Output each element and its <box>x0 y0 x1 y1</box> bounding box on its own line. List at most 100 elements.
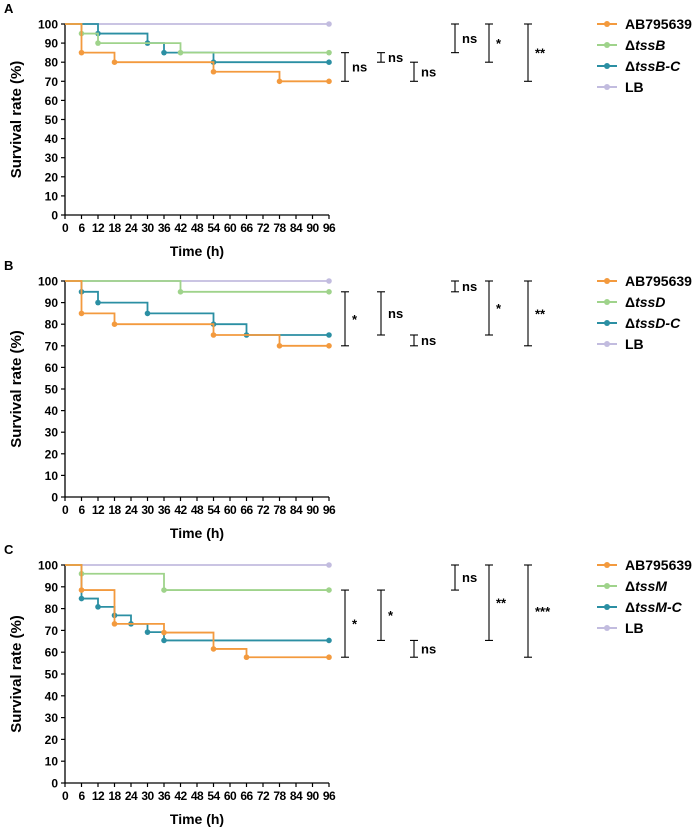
significance-label: * <box>388 608 394 623</box>
x-tick-label: 36 <box>158 789 171 803</box>
series-marker <box>78 49 85 56</box>
x-tick-label: 90 <box>306 503 319 517</box>
significance-bracket: * <box>485 280 502 336</box>
legend-prefix: Δ <box>625 578 635 594</box>
legend-label: ΔtssB <box>625 37 665 53</box>
y-tick-label: 40 <box>45 404 59 418</box>
series-marker <box>144 310 151 317</box>
series-path <box>65 564 329 591</box>
significance-bracket: ns <box>377 50 403 65</box>
series-line <box>65 564 332 593</box>
series-marker <box>276 343 283 349</box>
legend-label: ΔtssB-C <box>625 58 681 74</box>
y-tick-label: 0 <box>51 491 58 505</box>
significance-label: ** <box>535 306 546 321</box>
significance-label: * <box>352 312 358 327</box>
significance-label: ns <box>421 64 436 79</box>
series-marker <box>326 278 332 284</box>
x-tick-label: 54 <box>207 789 220 803</box>
y-tick-label: 0 <box>51 209 58 223</box>
x-tick-label: 18 <box>108 221 121 235</box>
significance-bracket: ns <box>377 291 403 336</box>
legend-swatch-marker <box>604 320 610 326</box>
series-path <box>65 564 329 642</box>
x-tick-label: 30 <box>141 221 154 235</box>
legend-swatch-marker <box>604 84 610 90</box>
series-line <box>65 21 332 27</box>
y-tick-label: 50 <box>45 668 59 682</box>
series-marker <box>326 654 332 661</box>
series-marker <box>95 604 101 610</box>
series-line <box>65 562 332 568</box>
x-tick-label: 24 <box>125 503 138 517</box>
series-marker <box>111 621 118 627</box>
significance-bracket: *** <box>524 564 551 658</box>
x-tick-label: 96 <box>323 221 336 235</box>
series-marker <box>326 49 332 56</box>
panel-label: A <box>4 1 14 16</box>
legend-swatch-marker <box>604 583 610 589</box>
y-tick-label: 50 <box>45 113 59 127</box>
series-marker <box>326 587 332 593</box>
significance-label: * <box>496 301 502 316</box>
x-tick-label: 84 <box>290 789 303 803</box>
x-tick-label: 30 <box>141 789 154 803</box>
legend-suffix: -C <box>665 58 681 74</box>
series-marker <box>161 637 167 644</box>
x-tick-label: 60 <box>224 221 237 235</box>
legend-swatch-marker <box>604 63 610 69</box>
significance-bracket: * <box>341 589 358 658</box>
legend-swatch-marker <box>604 299 610 305</box>
y-tick-label: 20 <box>45 170 59 184</box>
y-tick-label: 90 <box>45 580 59 594</box>
legend-gene: tssM <box>635 578 667 594</box>
x-tick-label: 84 <box>290 503 303 517</box>
legend-swatch-marker <box>604 341 610 347</box>
x-tick-label: 90 <box>306 221 319 235</box>
series-marker <box>78 310 85 317</box>
x-tick-label: 66 <box>240 789 253 803</box>
x-tick-label: 6 <box>78 789 85 803</box>
series-marker <box>95 299 101 306</box>
legend-gene: tssM <box>635 599 667 615</box>
x-tick-label: 12 <box>92 789 105 803</box>
legend-gene: tssB <box>635 58 665 74</box>
series-marker <box>326 562 332 568</box>
series-line <box>65 280 332 338</box>
legend-gene: tssD <box>635 315 665 331</box>
series-path <box>65 280 329 336</box>
legend-swatch-marker <box>604 21 610 27</box>
significance-label: ns <box>421 641 436 656</box>
y-tick-label: 90 <box>45 37 59 51</box>
y-axis-label: Survival rate (%) <box>8 330 25 448</box>
series-line <box>65 280 332 295</box>
legend-item: LB <box>597 79 644 95</box>
x-tick-label: 0 <box>62 503 69 517</box>
significance-bracket: * <box>485 23 502 63</box>
y-tick-label: 10 <box>45 755 59 769</box>
series-line <box>65 23 332 85</box>
legend-item: ΔtssM-C <box>597 599 683 615</box>
x-tick-label: 54 <box>207 221 220 235</box>
series-marker <box>111 59 118 65</box>
significance-label: ** <box>535 46 546 61</box>
legend-prefix: Δ <box>625 315 635 331</box>
x-tick-label: 6 <box>78 221 85 235</box>
series-marker <box>78 587 85 593</box>
y-tick-label: 30 <box>45 426 59 440</box>
legend-label: LB <box>625 79 644 95</box>
significance-label: ns <box>462 31 477 46</box>
series-marker <box>111 321 118 328</box>
series-line <box>65 564 332 644</box>
legend-gene: tssB <box>635 37 665 53</box>
significance-label: ns <box>462 570 477 585</box>
series-marker <box>326 637 332 644</box>
y-tick-label: 70 <box>45 339 59 353</box>
series-marker <box>326 332 332 338</box>
series-marker <box>326 21 332 27</box>
significance-bracket: * <box>377 589 394 641</box>
significance-label: * <box>496 36 502 51</box>
series-marker <box>210 332 217 338</box>
